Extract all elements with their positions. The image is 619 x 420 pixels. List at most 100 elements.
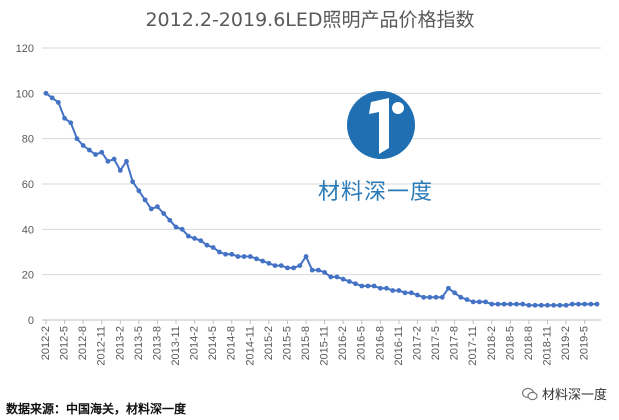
- data-source-note: 数据来源：中国海关，材料深一度: [6, 402, 187, 416]
- data-point: [588, 301, 594, 307]
- data-point: [155, 204, 160, 210]
- data-point: [359, 283, 365, 289]
- x-tick-label: 2012-8: [77, 326, 89, 360]
- data-point: [111, 156, 117, 162]
- x-tick-label: 2018-8: [523, 326, 535, 360]
- data-point: [507, 301, 513, 307]
- data-point: [415, 292, 420, 298]
- data-point: [117, 168, 123, 173]
- x-tick-label: 2015-11: [319, 326, 331, 366]
- data-point: [49, 95, 55, 101]
- x-tick-label: 2013-11: [170, 326, 182, 366]
- data-point: [204, 242, 210, 248]
- x-tick-label: 2018-5: [504, 326, 516, 360]
- x-tick-label: 2018-11: [541, 326, 553, 366]
- y-tick-label: 0: [28, 315, 34, 327]
- data-point: [470, 299, 476, 305]
- data-point: [272, 263, 278, 268]
- data-point: [551, 302, 557, 308]
- x-tick-label: 2016-2: [337, 326, 349, 360]
- y-tick-label: 80: [22, 134, 34, 146]
- data-point: [303, 254, 309, 259]
- series-line-group: [43, 90, 600, 308]
- wechat-account-name: 材料深一度: [541, 388, 607, 403]
- data-point: [495, 301, 501, 307]
- x-tick-label: 2016-5: [356, 326, 368, 360]
- watermark-logo-dot: [392, 102, 404, 114]
- data-point: [148, 206, 154, 212]
- x-tick-label: 2017-8: [449, 326, 461, 360]
- data-point: [179, 226, 185, 232]
- x-tick-label: 2017-2: [411, 326, 423, 360]
- data-point: [563, 302, 569, 308]
- data-point: [334, 274, 340, 280]
- data-point: [278, 263, 284, 268]
- data-point: [136, 188, 142, 194]
- wechat-account-tag: 材料深一度: [521, 384, 607, 403]
- data-point: [501, 301, 507, 307]
- data-point: [464, 297, 470, 302]
- data-point: [62, 115, 67, 121]
- data-point: [161, 211, 167, 216]
- data-point: [235, 254, 241, 259]
- y-tick-label: 40: [22, 224, 34, 236]
- data-point: [489, 301, 495, 307]
- data-point: [74, 136, 80, 142]
- data-point: [247, 254, 253, 259]
- data-point: [427, 294, 433, 300]
- data-point: [173, 224, 179, 230]
- data-point: [582, 301, 588, 307]
- data-point: [86, 147, 92, 153]
- x-tick-label: 2014-8: [226, 326, 238, 360]
- data-point: [291, 265, 297, 271]
- data-point: [569, 301, 575, 307]
- data-point: [526, 302, 532, 308]
- data-point: [260, 258, 266, 264]
- data-point: [254, 256, 259, 262]
- x-tick-label: 2015-5: [281, 326, 293, 360]
- data-point: [340, 276, 346, 282]
- data-point: [322, 270, 327, 275]
- data-point: [68, 120, 74, 126]
- watermark-brand-text: 材料深一度: [318, 180, 434, 205]
- data-point: [538, 302, 544, 308]
- data-point: [458, 294, 464, 300]
- watermark-logo: [347, 91, 415, 159]
- x-tick-label: 2019-5: [579, 326, 591, 360]
- data-point: [557, 302, 563, 308]
- y-tick-label: 20: [22, 270, 34, 282]
- x-tick-label: 2013-5: [133, 326, 145, 360]
- data-point: [377, 285, 383, 291]
- x-tick-label: 2017-11: [467, 326, 479, 366]
- data-point: [105, 158, 111, 164]
- data-point: [223, 251, 228, 257]
- x-tick-label: 2019-2: [560, 326, 572, 360]
- data-point: [316, 267, 321, 273]
- data-point: [130, 179, 136, 185]
- data-point: [532, 302, 538, 308]
- x-tick-label: 2015-2: [263, 326, 275, 360]
- x-tick-label: 2012-11: [96, 326, 108, 366]
- x-tick-label: 2017-5: [430, 326, 442, 360]
- data-point: [55, 100, 61, 105]
- data-point: [167, 217, 173, 223]
- y-tick-label: 100: [16, 88, 34, 100]
- data-point: [384, 285, 389, 291]
- data-point: [439, 294, 445, 300]
- data-point: [198, 238, 204, 244]
- data-point: [346, 279, 352, 284]
- y-axis-ticks: 0 20 40 60 80 100 120: [16, 43, 34, 327]
- data-point: [142, 197, 148, 203]
- data-point: [520, 301, 526, 307]
- x-tick-label: 2016-8: [374, 326, 386, 360]
- chart-title: 2012.2-2019.6LED照明产品价格指数: [145, 9, 474, 31]
- data-point: [185, 233, 191, 239]
- data-point: [433, 294, 439, 300]
- data-point: [43, 90, 49, 96]
- data-point: [452, 290, 458, 296]
- data-point: [353, 281, 358, 287]
- data-point: [365, 283, 371, 289]
- x-tick-label: 2013-2: [114, 326, 126, 360]
- data-point: [229, 251, 235, 257]
- x-tick-label: 2015-8: [300, 326, 312, 360]
